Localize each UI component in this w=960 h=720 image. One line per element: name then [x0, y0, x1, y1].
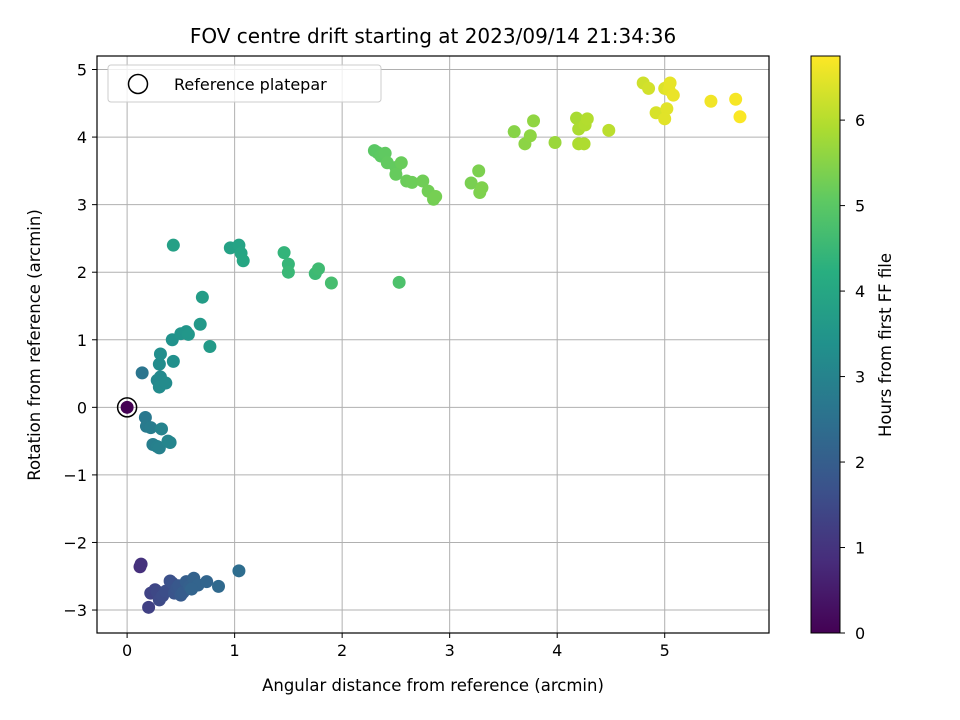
y-tick-label: 4: [77, 128, 87, 147]
x-tick-label: 3: [445, 641, 455, 660]
colorbar-tick-label: 6: [855, 111, 865, 130]
colorbar-label: Hours from first FF file: [876, 253, 895, 437]
y-tick-label: −2: [63, 533, 87, 552]
data-point: [166, 354, 180, 368]
data-point: [729, 92, 743, 106]
x-tick-label: 0: [122, 641, 132, 660]
data-point: [159, 376, 173, 390]
data-point: [658, 112, 672, 126]
data-point: [163, 435, 177, 449]
data-point: [134, 557, 148, 571]
y-tick-label: 1: [77, 331, 87, 350]
data-point: [324, 276, 338, 290]
colorbar-tick-label: 1: [855, 539, 865, 558]
y-axis-ticks: −3 −2 −1 0 1 2 3 4 5: [63, 61, 97, 620]
y-tick-label: 5: [77, 61, 87, 80]
colorbar-gradient: [810, 55, 841, 634]
data-point: [416, 174, 430, 188]
colorbar-tick-label: 4: [855, 282, 865, 301]
y-tick-label: −3: [63, 601, 87, 620]
chart-title: FOV centre drift starting at 2023/09/14 …: [190, 24, 676, 48]
data-point: [704, 94, 718, 108]
data-point: [475, 181, 489, 195]
data-point: [642, 81, 656, 95]
y-tick-label: 2: [77, 263, 87, 282]
data-point: [394, 156, 408, 170]
data-point: [181, 327, 195, 341]
x-axis-ticks: 0 1 2 3 4 5: [122, 633, 670, 660]
data-point: [135, 366, 149, 380]
data-point: [389, 167, 403, 181]
data-point: [405, 175, 419, 189]
colorbar-tick-label: 3: [855, 368, 865, 387]
y-axis-label: Rotation from reference (arcmin): [25, 209, 44, 481]
colorbar-tick-label: 2: [855, 453, 865, 472]
legend-box: [107, 64, 382, 103]
legend-marker: [127, 73, 149, 95]
data-point: [392, 275, 406, 289]
data-point: [144, 421, 158, 435]
y-tick-label: 3: [77, 196, 87, 215]
data-point: [166, 238, 180, 252]
data-point: [577, 137, 591, 151]
data-point: [602, 123, 616, 137]
data-point: [153, 347, 167, 361]
colorbar: 0 1 2 3 4 5 6 Hours from first FF file: [810, 55, 895, 643]
data-point: [142, 600, 156, 614]
data-point: [472, 164, 486, 178]
data-point: [236, 254, 250, 268]
data-point: [660, 102, 674, 116]
data-point: [733, 110, 747, 124]
data-point: [663, 76, 677, 90]
data-point: [185, 582, 199, 596]
reference-platepar-marker: [116, 397, 138, 418]
y-tick-label: −1: [63, 466, 87, 485]
data-point: [200, 575, 214, 589]
data-point: [120, 400, 134, 414]
x-tick-label: 1: [230, 641, 240, 660]
data-point: [195, 290, 209, 304]
data-point: [281, 265, 295, 279]
x-tick-label: 4: [552, 641, 562, 660]
data-point: [523, 129, 537, 143]
legend: Reference platepar: [107, 64, 382, 103]
plot-frame: [96, 55, 770, 634]
data-point: [152, 357, 166, 371]
y-tick-label: 0: [77, 398, 87, 417]
data-point: [277, 246, 291, 260]
data-point: [527, 114, 541, 128]
data-point: [429, 190, 443, 204]
data-point: [580, 112, 594, 126]
legend-entry-reference-platepar: Reference platepar: [174, 75, 327, 94]
data-point: [464, 176, 478, 190]
colorbar-ticks: 0 1 2 3 4 5 6: [840, 111, 865, 643]
data-point: [311, 262, 325, 276]
data-point: [666, 88, 680, 102]
grid: [97, 56, 769, 633]
colorbar-tick-label: 0: [855, 624, 865, 643]
data-point: [155, 422, 169, 436]
data-point: [232, 564, 246, 578]
data-point: [548, 135, 562, 149]
data-point: [193, 317, 207, 331]
colorbar-tick-label: 5: [855, 197, 865, 216]
x-tick-label: 5: [660, 641, 670, 660]
data-point: [211, 579, 225, 593]
data-points: [116, 76, 747, 614]
data-point: [507, 125, 521, 139]
data-point: [203, 340, 217, 354]
x-axis-label: Angular distance from reference (arcmin): [262, 676, 604, 695]
x-tick-label: 2: [337, 641, 347, 660]
